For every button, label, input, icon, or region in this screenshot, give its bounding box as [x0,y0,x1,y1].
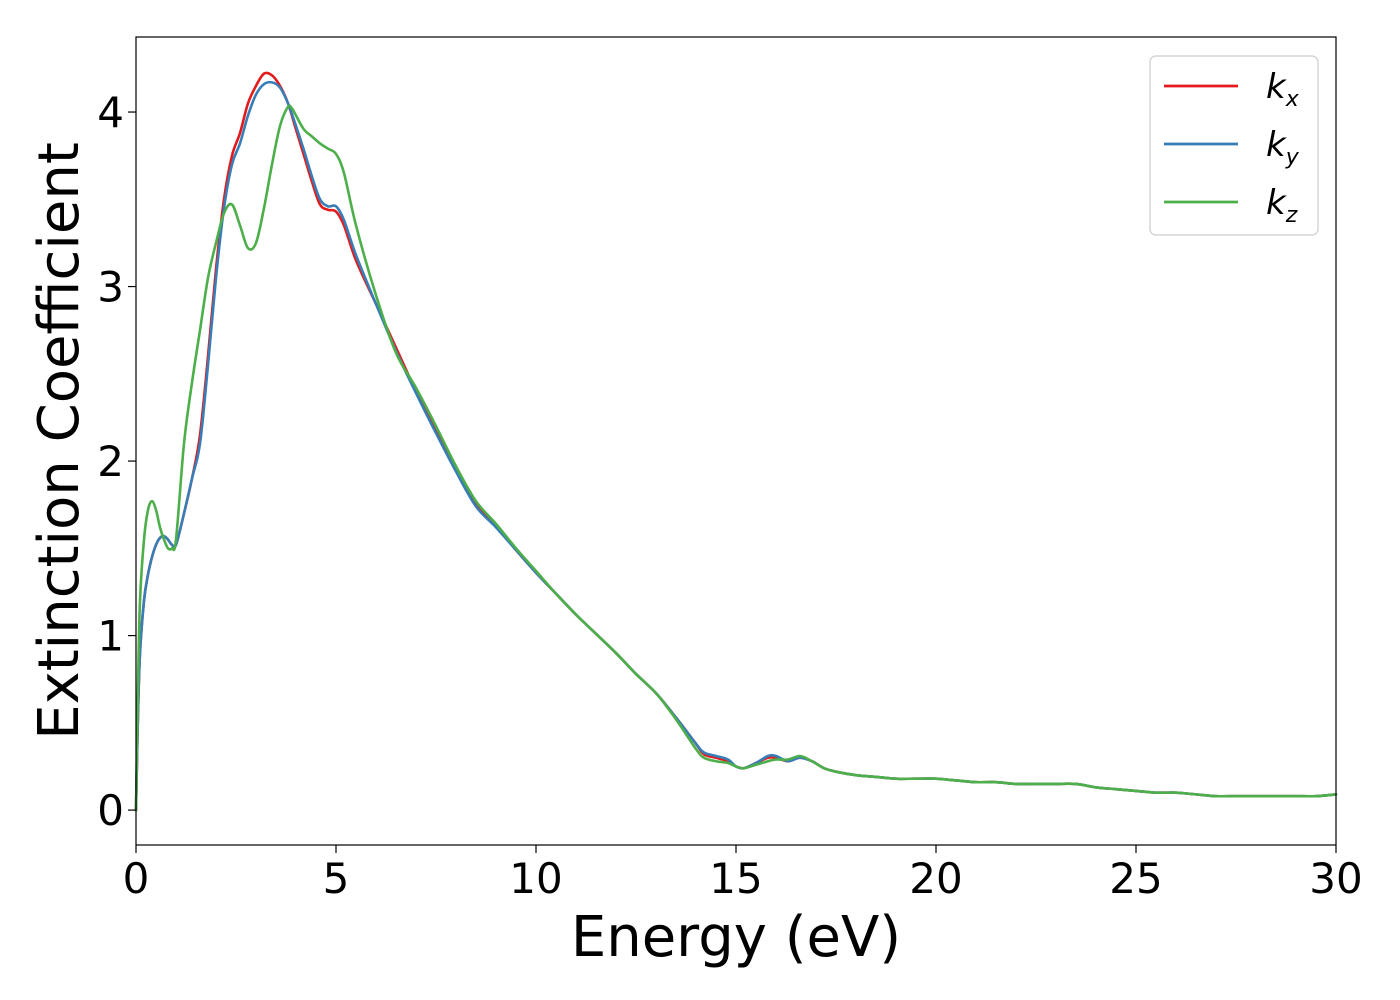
y-axis-label: Extinction Coefficient [27,142,92,740]
y-tick-label: 2 [97,437,124,486]
y-tick-label: 4 [97,88,124,137]
x-tick-label: 15 [709,854,762,903]
x-tick-label: 5 [323,854,350,903]
y-tick-label: 3 [97,263,124,312]
x-tick-label: 10 [509,854,562,903]
y-tick-label: 0 [97,786,124,835]
legend-frame [1149,55,1319,236]
series-layer [134,71,1338,812]
legend: kx ky kz [1149,55,1319,236]
x-axis-label: Energy (eV) [571,905,901,970]
series-line-kz [134,104,1338,812]
x-tick-label: 25 [1109,854,1162,903]
y-tick-label: 1 [97,612,124,661]
x-tick-label: 30 [1309,854,1362,903]
x-tick-label: 0 [123,854,150,903]
x-tick-label: 20 [909,854,962,903]
y-axis: 0 1 2 3 4 [97,88,136,835]
legend-label-ky: ky [1266,125,1300,170]
legend-label-kx: kx [1266,67,1300,112]
x-axis: 0 5 10 15 20 25 30 [123,845,1363,903]
legend-label-kz: kz [1266,183,1298,228]
